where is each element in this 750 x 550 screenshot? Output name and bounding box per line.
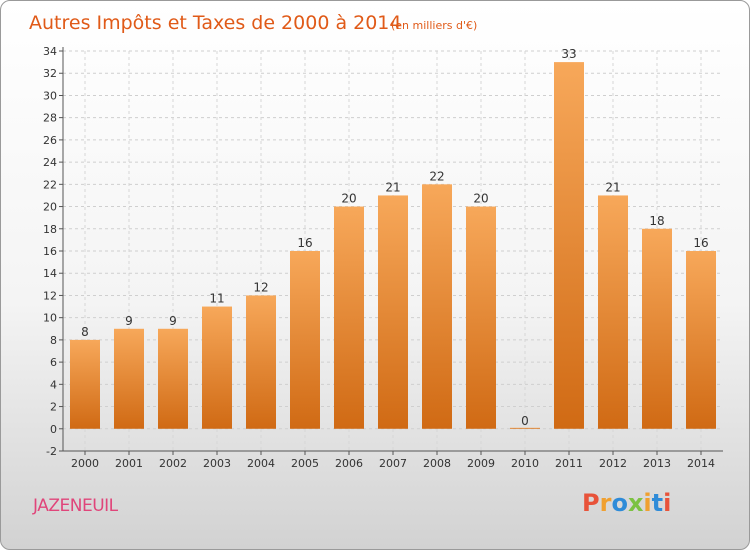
data-label-2009: 20 [473,192,488,206]
x-tick-label: 2005 [291,457,319,470]
bar-2008 [422,184,452,429]
x-tick-label: 2006 [335,457,363,470]
y-tick-label: 30 [43,89,57,102]
bar-2010 [510,427,540,429]
bar-2004 [246,295,276,429]
y-tick-label: 34 [43,45,57,58]
data-label-2001: 9 [125,314,133,328]
x-tick-label: 2004 [247,457,275,470]
y-tick-label: 0 [50,423,57,436]
y-tick-label: 18 [43,223,57,236]
y-tick-label: 6 [50,356,57,369]
chart-subtitle: (en milliers d'€) [391,19,477,32]
x-tick-label: 2002 [159,457,187,470]
logo-letter: i [663,489,672,517]
bar-2001 [114,328,144,429]
bar-2013 [642,228,672,429]
data-label-2000: 8 [81,325,89,339]
bar-2012 [598,195,628,429]
logo-letter: x [627,489,644,517]
y-tick-label: 28 [43,112,57,125]
y-tick-label: 24 [43,156,57,169]
data-label-2014: 16 [693,236,708,250]
x-tick-label: 2012 [599,457,627,470]
x-tick-label: 2008 [423,457,451,470]
bar-2014 [686,251,716,429]
y-tick-label: 10 [43,312,57,325]
x-tick-label: 2010 [511,457,539,470]
chart-title: Autres Impôts et Taxes de 2000 à 2014 [29,12,402,34]
x-tick-label: 2007 [379,457,407,470]
y-tick-label: 16 [43,245,57,258]
y-tick-label: 12 [43,289,57,302]
x-tick-label: 2000 [71,457,99,470]
commune-name: JAZENEUIL [33,496,118,516]
bar-2007 [378,195,408,429]
proxiti-logo: Proxiti [582,489,671,517]
y-tick-label: 26 [43,134,57,147]
logo-letter: o [611,489,628,517]
data-label-2008: 22 [429,169,444,183]
logo-letter: r [599,489,612,517]
bar-layer [70,62,716,429]
logo-letter: P [582,489,600,517]
bar-2009 [466,206,496,429]
data-label-2013: 18 [649,214,664,228]
x-tick-label: 2003 [203,457,231,470]
bar-2011 [554,62,584,429]
y-tick-label: 22 [43,178,57,191]
y-tick-label: 32 [43,67,57,80]
x-tick-label: 2011 [555,457,583,470]
data-label-2005: 16 [297,236,312,250]
x-tick-label: 2013 [643,457,671,470]
y-tick-label: 4 [50,378,57,391]
y-tick-label: -2 [46,445,57,458]
y-tick-label: 2 [50,401,57,414]
x-tick-label: 2009 [467,457,495,470]
data-label-2006: 20 [341,192,356,206]
logo-letter: t [651,489,664,517]
bar-2002 [158,328,188,429]
x-tick-label: 2014 [687,457,715,470]
logo-letter: i [643,489,652,517]
data-label-2002: 9 [169,314,177,328]
data-label-2007: 21 [385,180,400,194]
bar-2000 [70,339,100,429]
x-tick-label: 2001 [115,457,143,470]
y-tick-label: 8 [50,334,57,347]
data-label-2011: 33 [561,47,576,61]
y-tick-label: 20 [43,201,57,214]
y-tick-label: 14 [43,267,57,280]
data-label-2010: 0 [521,414,529,428]
bar-2003 [202,306,232,429]
label-layer: 8 9 9 11 12 16 20 21 22 20 0 33 21 18 16 [81,47,708,428]
data-label-2012: 21 [605,180,620,194]
bar-2005 [290,251,320,429]
data-label-2004: 12 [253,280,268,294]
data-label-2003: 11 [209,292,224,306]
bar-2006 [334,206,364,429]
